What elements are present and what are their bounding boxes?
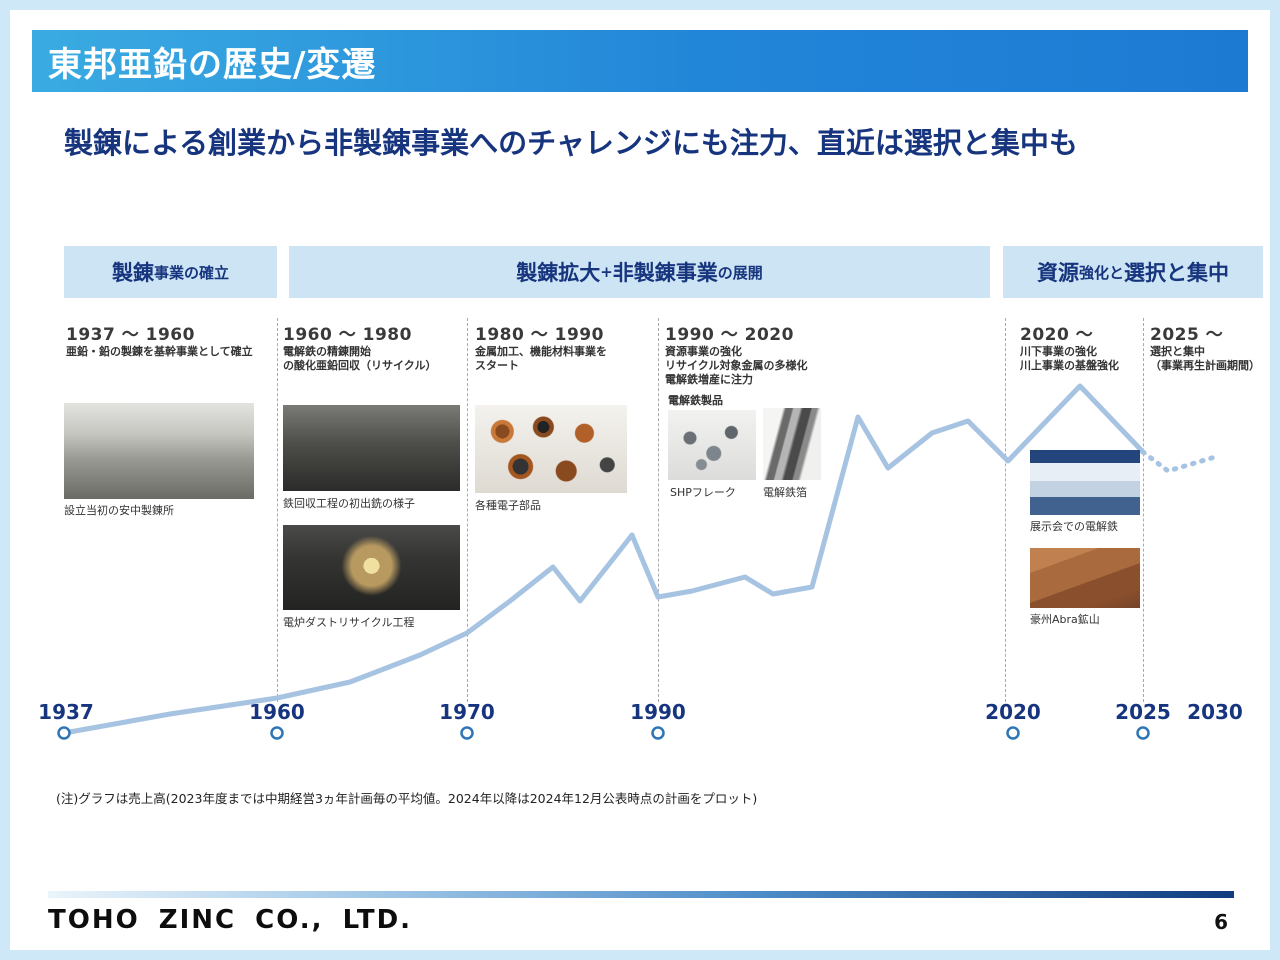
period-title: 2025 〜 bbox=[1150, 325, 1224, 345]
photo-caption-dust-recycle: 電炉ダストリサイクル工程 bbox=[283, 616, 415, 629]
band-text-em: 非製錬事業 bbox=[612, 261, 718, 285]
period-1960-1980: 1960 〜 1980 電解鉄の精錬開始 の酸化亜鉛回収（リサイクル） bbox=[283, 320, 468, 373]
period-desc-line: 電解鉄増産に注力 bbox=[665, 373, 753, 386]
timeline-marker bbox=[1136, 726, 1150, 740]
timeline-marker bbox=[460, 726, 474, 740]
photo-eaf-dust-recycle bbox=[283, 525, 460, 610]
timeline-markers bbox=[57, 726, 1150, 740]
photo-caption-iron-recovery: 鉄回収工程の初出銑の様子 bbox=[283, 497, 415, 510]
band-resources-selection: 資源 強化と 選択と集中 bbox=[1003, 246, 1263, 298]
period-divider bbox=[277, 318, 278, 702]
axis-year-1960: 1960 bbox=[249, 700, 305, 724]
slide-title-bar: 東邦亜鉛の歴史/変遷 bbox=[32, 30, 1248, 92]
label-electrolytic-iron-products: 電解鉄製品 bbox=[668, 394, 723, 407]
period-1937-1960: 1937 〜 1960 亜鉛・鉛の製錬を基幹事業として確立 bbox=[66, 320, 278, 359]
band-text-sm: 事業の確立 bbox=[153, 263, 229, 282]
sales-line-projected bbox=[1140, 449, 1218, 474]
photo-iron-recovery bbox=[283, 405, 460, 491]
axis-year-1970: 1970 bbox=[439, 700, 495, 724]
photo-caption-abra: 豪州Abra鉱山 bbox=[1030, 613, 1100, 626]
period-desc-line: 電解鉄の精錬開始 bbox=[283, 345, 371, 358]
photo-annaka-smelter bbox=[64, 403, 254, 499]
period-desc-line: 川上事業の基盤強化 bbox=[1020, 359, 1119, 372]
photo-electrolytic-iron-foil bbox=[763, 408, 821, 480]
band-text-em: 製錬拡大 bbox=[516, 261, 601, 285]
period-2020: 2020 〜 川下事業の強化 川上事業の基盤強化 bbox=[1020, 320, 1142, 373]
period-divider bbox=[467, 318, 468, 702]
period-divider bbox=[1005, 318, 1006, 702]
timeline-marker bbox=[1006, 726, 1020, 740]
band-text-em: 製錬 bbox=[111, 261, 154, 285]
period-desc-line: 資源事業の強化 bbox=[665, 345, 742, 358]
slide-subtitle: 製錬による創業から非製錬事業へのチャレンジにも注力、直近は選択と集中も bbox=[64, 126, 1078, 160]
sales-line-solid bbox=[61, 383, 1146, 736]
period-desc-line: 選択と集中 bbox=[1150, 345, 1205, 358]
period-desc-line: 亜鉛・鉛の製錬を基幹事業として確立 bbox=[66, 345, 253, 358]
period-title: 1980 〜 1990 bbox=[475, 325, 604, 345]
sales-line-chart bbox=[57, 383, 1218, 740]
period-desc-line: 金属加工、機能材料事業を bbox=[475, 345, 607, 358]
period-1990-2020: 1990 〜 2020 資源事業の強化 リサイクル対象金属の多様化 電解鉄増産に… bbox=[665, 320, 905, 387]
period-desc-line: 川下事業の強化 bbox=[1020, 345, 1097, 358]
photo-abra-mine bbox=[1030, 548, 1140, 608]
axis-year-2025: 2025 bbox=[1115, 700, 1171, 724]
footer-divider bbox=[48, 891, 1234, 898]
photo-caption-shp: SHPフレーク bbox=[670, 486, 736, 499]
period-divider bbox=[1143, 318, 1144, 702]
band-text-em: 資源 bbox=[1036, 261, 1079, 285]
band-text-sm: + bbox=[600, 263, 613, 281]
timeline-marker bbox=[651, 726, 665, 740]
band-text-sm: 強化と bbox=[1078, 263, 1124, 282]
timeline-marker bbox=[57, 726, 71, 740]
photo-exhibition-booth bbox=[1030, 450, 1140, 515]
period-2025: 2025 〜 選択と集中 （事業再生計画期間） bbox=[1150, 320, 1265, 373]
photo-electronic-components bbox=[475, 405, 627, 493]
period-title: 1960 〜 1980 bbox=[283, 325, 412, 345]
period-desc-line: スタート bbox=[475, 359, 519, 372]
period-desc-line: リサイクル対象金属の多様化 bbox=[665, 359, 808, 372]
photo-caption-foil: 電解鉄箔 bbox=[763, 486, 807, 499]
band-text-em: 選択と集中 bbox=[1124, 261, 1229, 285]
photo-caption-annaka: 設立当初の安中製錬所 bbox=[64, 504, 174, 517]
photo-caption-exhibition: 展示会での電解鉄 bbox=[1030, 520, 1118, 533]
band-smelting-establishment: 製錬 事業の確立 bbox=[64, 246, 277, 298]
timeline-marker bbox=[270, 726, 284, 740]
axis-year-1937: 1937 bbox=[38, 700, 94, 724]
page-number: 6 bbox=[1214, 910, 1228, 934]
company-name: TOHO ZINC CO., LTD. bbox=[48, 905, 413, 935]
period-title: 1990 〜 2020 bbox=[665, 325, 794, 345]
footnote: (注)グラフは売上高(2023年度までは中期経営3ヵ年計画毎の平均値。2024年… bbox=[56, 791, 758, 806]
band-expansion-nonsmelting: 製錬拡大 + 非製錬事業 の展開 bbox=[289, 246, 990, 298]
axis-year-1990: 1990 bbox=[630, 700, 686, 724]
period-desc-line: （事業再生計画期間） bbox=[1150, 359, 1260, 372]
period-desc-line: の酸化亜鉛回収（リサイクル） bbox=[283, 359, 437, 372]
axis-year-2020: 2020 bbox=[985, 700, 1041, 724]
period-1980-1990: 1980 〜 1990 金属加工、機能材料事業を スタート bbox=[475, 320, 655, 373]
period-title: 2020 〜 bbox=[1020, 325, 1094, 345]
page-title: 東邦亜鉛の歴史/変遷 bbox=[48, 44, 377, 85]
period-title: 1937 〜 1960 bbox=[66, 325, 195, 345]
photo-caption-electronics: 各種電子部品 bbox=[475, 499, 541, 512]
axis-year-2030: 2030 bbox=[1187, 700, 1243, 724]
photo-shp-flakes bbox=[668, 410, 756, 480]
period-divider bbox=[658, 318, 659, 702]
band-text-sm: の展開 bbox=[717, 263, 763, 282]
